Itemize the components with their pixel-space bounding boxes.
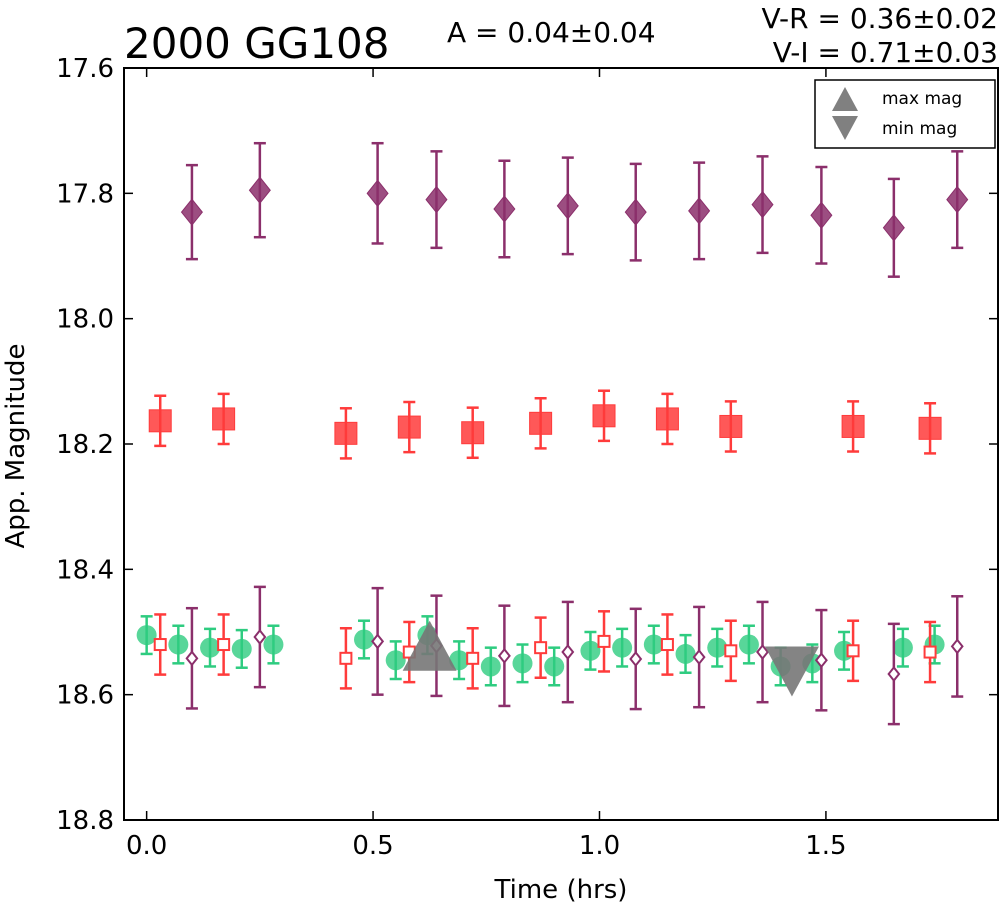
square-marker — [592, 404, 616, 428]
diamond-marker — [950, 638, 964, 655]
diamond-marker — [556, 192, 579, 220]
circle-marker — [738, 634, 759, 655]
square-marker — [846, 644, 860, 658]
circle-marker — [580, 640, 601, 661]
circle-marker — [231, 638, 252, 659]
diamond-marker — [810, 201, 833, 230]
circle-marker — [675, 643, 696, 664]
diamond-marker — [887, 665, 901, 683]
axis-ticks: 0.0 0.5 1.0 1.5 17.6 17.8 18.0 18.2 18.4 18.6 18.8 — [56, 54, 998, 861]
square-marker — [918, 416, 942, 440]
diamond-marker — [624, 198, 647, 226]
data-marks — [136, 141, 969, 726]
circle-marker — [544, 656, 565, 677]
diamond-marker — [371, 633, 385, 650]
square-marker — [529, 411, 553, 435]
y-tick-label: 17.8 — [56, 179, 114, 209]
square-marker — [655, 407, 679, 431]
diamond-marker — [814, 652, 828, 669]
series-1 — [148, 389, 942, 460]
series-0 — [180, 141, 969, 278]
y-tick-label: 17.6 — [56, 54, 114, 84]
square-marker — [148, 409, 172, 433]
square-marker — [719, 414, 743, 438]
diamond-marker — [366, 179, 389, 208]
legend-max-mag-label: max mag — [882, 89, 962, 109]
circle-marker — [892, 637, 913, 658]
circle-marker — [449, 650, 470, 671]
circle-marker — [136, 625, 157, 646]
square-marker — [724, 644, 738, 658]
series-2 — [136, 615, 945, 687]
plot-frame — [123, 67, 999, 821]
square-marker — [153, 638, 167, 652]
diamond-marker — [253, 628, 267, 646]
series-3 — [153, 610, 937, 690]
circle-marker — [707, 637, 728, 658]
legend-min-mag-icon — [832, 116, 858, 140]
color-index-vr: V-R = 0.36±0.02 — [762, 2, 998, 35]
circle-marker — [263, 634, 284, 655]
square-marker — [534, 641, 548, 655]
x-tick-label: 1.0 — [579, 831, 620, 861]
diamond-marker — [248, 176, 271, 205]
x-axis-label: Time (hrs) — [494, 875, 628, 904]
diamond-marker — [493, 195, 516, 223]
y-axis-label: App. Magnitude — [1, 343, 31, 548]
y-tick-label: 18.0 — [56, 305, 114, 335]
diamond-marker — [751, 190, 774, 219]
y-tick-label: 18.8 — [56, 806, 114, 836]
color-index-vi: V-I = 0.71±0.03 — [773, 36, 998, 69]
square-marker — [212, 407, 236, 431]
diamond-marker — [561, 643, 575, 661]
x-tick-label: 0.5 — [352, 831, 393, 861]
square-marker — [660, 638, 674, 652]
y-tick-label: 18.4 — [56, 555, 114, 585]
square-marker — [339, 651, 353, 665]
diamond-marker — [688, 197, 711, 225]
square-marker — [466, 651, 480, 665]
square-marker — [923, 645, 937, 659]
diamond-marker — [756, 643, 769, 661]
square-marker — [841, 414, 865, 438]
y-tick-label: 18.2 — [56, 430, 114, 460]
legend-max-mag-icon — [832, 87, 858, 111]
legend: max mag min mag — [814, 79, 996, 149]
circle-marker — [480, 656, 501, 677]
diamond-marker — [185, 650, 199, 667]
x-tick-label: 1.5 — [805, 831, 846, 861]
square-marker — [334, 421, 358, 445]
circle-marker — [200, 637, 221, 658]
chart-title: 2000 GG108 — [124, 19, 390, 68]
diamond-marker — [180, 198, 203, 226]
diamond-marker — [692, 648, 706, 666]
circle-marker — [643, 634, 664, 655]
square-marker — [597, 634, 611, 648]
min-mag-marker — [764, 646, 819, 697]
diamond-marker — [629, 650, 643, 668]
legend-min-mag-label: min mag — [882, 119, 957, 139]
x-tick-label: 0.0 — [126, 831, 167, 861]
diamond-marker — [882, 213, 905, 242]
circle-marker — [385, 650, 406, 671]
diamond-marker — [946, 185, 969, 214]
circle-marker — [168, 634, 189, 655]
square-marker — [217, 638, 231, 652]
circle-marker — [354, 629, 375, 650]
y-tick-label: 18.6 — [56, 681, 114, 711]
amplitude-label: A = 0.04±0.04 — [447, 16, 656, 49]
square-marker — [461, 421, 485, 445]
series-4 — [185, 585, 964, 726]
max-mag-marker — [402, 620, 457, 671]
square-marker — [397, 415, 421, 439]
circle-marker — [612, 637, 633, 658]
diamond-marker — [425, 185, 448, 214]
circle-marker — [512, 653, 533, 674]
diamond-marker — [497, 647, 511, 664]
